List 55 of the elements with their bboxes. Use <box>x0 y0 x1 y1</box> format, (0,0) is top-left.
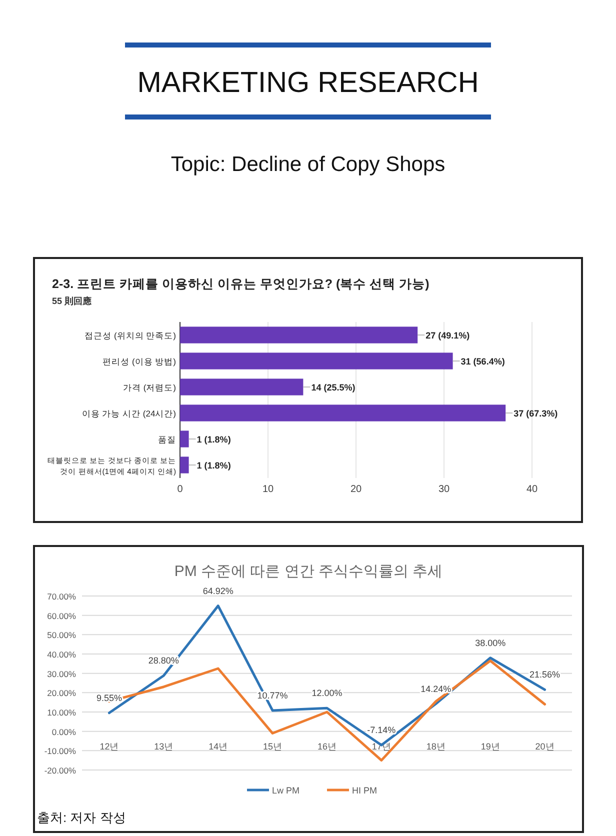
x-tick-label: 40 <box>526 484 538 495</box>
y-tick-label: 20.00% <box>47 688 76 698</box>
data-label: 37 (67.3%) <box>514 408 558 418</box>
x-tick-label: 30 <box>438 484 450 495</box>
data-label: 31 (56.4%) <box>460 356 505 366</box>
y-tick-label: 0.00% <box>52 726 76 737</box>
text: 55 則回應 <box>52 296 93 306</box>
y-tick-label: 60.00% <box>47 610 76 621</box>
x-tick-label: 13년 <box>154 741 174 752</box>
y-tick-label: 가격 (저렴도) <box>122 382 176 392</box>
y-tick-label: -10.00% <box>44 746 76 756</box>
data-label: 9.55% <box>96 692 122 703</box>
bar <box>180 430 189 448</box>
x-tick-label: 18년 <box>426 741 446 752</box>
legend-label: HI PM <box>352 786 378 796</box>
text: Topic: Decline of Copy Shops <box>170 153 446 176</box>
x-tick-label: 10 <box>262 484 274 495</box>
x-tick-label: 20년 <box>535 741 554 752</box>
data-label: 1 (1.8%) <box>196 434 231 444</box>
data-label: 27 (49.1%) <box>426 330 470 340</box>
y-tick-label: 30.00% <box>47 668 76 679</box>
text: MARKETING RESEARCH <box>137 67 479 99</box>
data-label: 14.24% <box>420 684 452 694</box>
data-label: 1 (1.8%) <box>196 460 231 470</box>
data-label: 14 (25.5%) <box>311 382 356 392</box>
chart-title: 2-3. 프린트 카페를 이용하신 이유는 무엇인가요? (복수 선택 가능) <box>52 277 430 291</box>
chart-title: PM 수준에 따른 연간 주식수익률의 추세 <box>174 563 443 580</box>
x-tick-label: 20 <box>350 484 362 495</box>
y-tick-label: 품질 <box>158 434 176 444</box>
x-tick-label: 12년 <box>100 741 119 752</box>
y-tick-label: 50.00% <box>47 630 76 640</box>
bar <box>180 456 189 474</box>
x-tick-label: 19년 <box>480 741 500 752</box>
y-tick-label: -20.00% <box>44 766 76 776</box>
legend-label: Lw PM <box>272 786 300 796</box>
x-tick-label: 16년 <box>317 741 337 752</box>
x-tick-label: 15년 <box>263 741 282 752</box>
data-label: 21.56% <box>530 670 560 680</box>
y-tick-label: 편리성 (이용 방법) <box>102 356 176 366</box>
y-tick-label: 40.00% <box>47 650 76 660</box>
data-label: 38.00% <box>475 638 506 648</box>
data-label: 12.00% <box>312 688 342 698</box>
data-label: 64.92% <box>202 586 234 596</box>
bar <box>180 352 453 370</box>
bar <box>180 326 418 344</box>
y-tick-label: 70.00% <box>47 592 76 602</box>
bar <box>180 404 506 422</box>
y-tick-label: 이용 가능 시간 (24시간) <box>82 408 176 418</box>
source-note: 출처: 저자 작성 <box>37 810 126 825</box>
y-tick-label: 접근성 (위치의 만족도) <box>84 330 176 340</box>
x-tick-label: 0 <box>177 484 184 495</box>
data-label: -7.14% <box>367 725 396 736</box>
x-tick-label: 14년 <box>208 741 228 752</box>
y-tick-label: 10.00% <box>47 708 76 718</box>
bar <box>180 378 304 396</box>
